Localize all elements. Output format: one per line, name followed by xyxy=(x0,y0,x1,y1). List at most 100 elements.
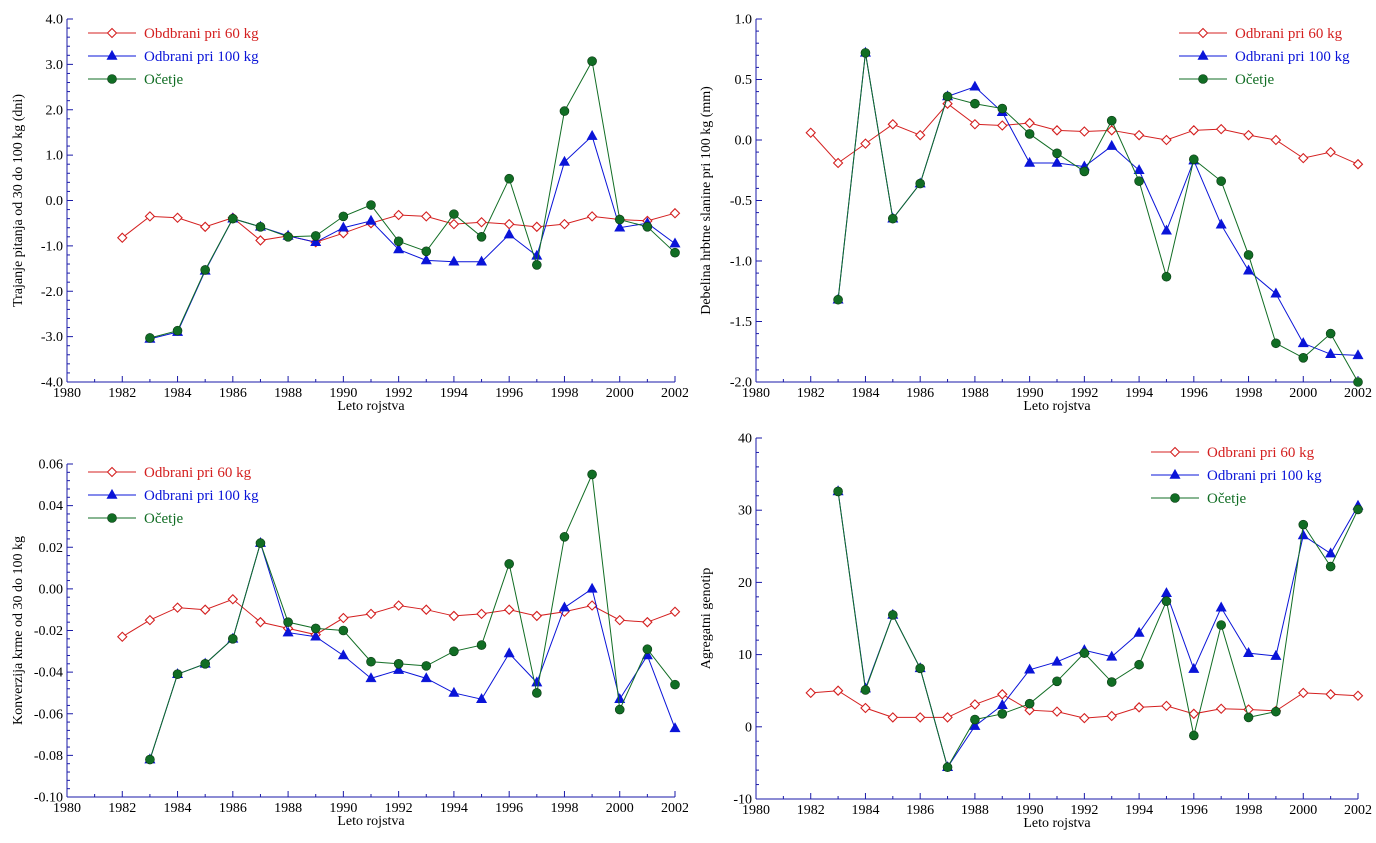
data-point xyxy=(1106,115,1117,126)
data-point xyxy=(420,672,432,683)
data-point xyxy=(642,222,653,232)
legend-label: Odbrani pri 100 kg xyxy=(1235,49,1350,65)
x-tick-label: 1992 xyxy=(1070,803,1098,818)
x-tick-label: 1980 xyxy=(742,803,770,818)
data-point xyxy=(832,157,844,169)
legend-marker xyxy=(107,513,117,523)
series-group xyxy=(145,469,680,765)
x-axis-label: Leto rojstva xyxy=(337,399,405,414)
y-tick-label: -2.0 xyxy=(730,376,752,391)
y-tick-label: -0.06 xyxy=(34,707,63,722)
data-point xyxy=(1270,134,1282,146)
data-point xyxy=(888,610,898,620)
data-point xyxy=(1161,700,1172,712)
legend-marker xyxy=(106,488,118,499)
data-point xyxy=(1353,377,1363,387)
y-tick-label: -0.5 xyxy=(730,194,752,209)
series-group xyxy=(144,129,681,343)
data-point xyxy=(476,693,488,703)
y-tick-label: -2.0 xyxy=(41,285,63,300)
data-point xyxy=(1188,662,1200,673)
series-group xyxy=(116,594,681,643)
data-point xyxy=(1243,250,1254,260)
series-line xyxy=(149,135,676,340)
data-point xyxy=(255,538,266,548)
x-axis-label: Leto rojstva xyxy=(1023,399,1091,414)
data-point xyxy=(860,48,871,58)
data-point xyxy=(970,98,980,109)
data-point xyxy=(200,659,210,669)
data-point xyxy=(310,231,321,241)
legend-marker xyxy=(106,27,118,39)
chart-svg: 1980 1982 1984 1986 1988 1990 1992 1994 1996 1998… xyxy=(11,458,689,830)
legend-label: Odbrani pri 60 kg xyxy=(1235,26,1343,42)
data-point xyxy=(997,709,1008,719)
legend-marker xyxy=(1169,446,1181,458)
data-point xyxy=(283,617,293,627)
data-point xyxy=(1079,126,1090,137)
data-point xyxy=(860,702,871,714)
data-point xyxy=(1024,129,1035,139)
data-point xyxy=(942,98,953,109)
x-tick-label: 1988 xyxy=(274,801,302,816)
data-point xyxy=(1133,164,1145,175)
x-tick-label: 1994 xyxy=(1125,386,1153,401)
y-tick-label: 3.0 xyxy=(46,58,64,73)
data-point xyxy=(1079,166,1090,177)
data-point xyxy=(1024,704,1035,716)
y-tick-label: 0.00 xyxy=(39,582,64,597)
data-point xyxy=(366,656,376,667)
x-tick-label: 1994 xyxy=(440,386,468,401)
legend-marker xyxy=(106,466,118,478)
series-group xyxy=(832,485,1364,772)
data-point xyxy=(670,247,680,258)
x-tick-label: 1990 xyxy=(1016,803,1044,818)
data-point xyxy=(199,604,211,615)
data-point xyxy=(1298,352,1309,363)
data-point xyxy=(915,663,925,674)
y-axis-label: Trajanje pitanja od 30 do 100 kg (dni) xyxy=(11,94,26,307)
x-tick-label: 1984 xyxy=(851,386,879,401)
data-point xyxy=(942,762,953,773)
data-point xyxy=(531,221,543,233)
legend-label: Odbrani pri 60 kg xyxy=(1207,445,1315,461)
series-group xyxy=(832,46,1364,360)
legend-marker xyxy=(1170,493,1180,503)
data-point xyxy=(282,626,294,637)
data-point xyxy=(393,236,404,247)
legend-label: Očetje xyxy=(1235,72,1274,88)
data-point xyxy=(887,118,899,130)
data-point xyxy=(669,207,681,219)
x-tick-label: 1982 xyxy=(797,803,825,818)
data-point xyxy=(503,228,515,239)
data-point xyxy=(421,661,432,671)
x-tick-label: 1996 xyxy=(1180,386,1208,401)
legend-label: Odbrani pri 100 kg xyxy=(144,488,259,504)
x-tick-label: 1990 xyxy=(1016,386,1044,401)
data-point xyxy=(476,608,487,620)
data-point xyxy=(1325,328,1336,339)
x-tick-label: 1980 xyxy=(742,386,770,401)
data-point xyxy=(942,712,953,723)
x-tick-label: 1994 xyxy=(440,801,468,816)
data-point xyxy=(969,699,981,710)
data-point xyxy=(559,532,570,542)
data-point xyxy=(996,689,1008,700)
data-point xyxy=(969,118,981,130)
data-point xyxy=(614,704,625,715)
data-point xyxy=(614,221,626,232)
chart-svg: 1980 1982 1984 1986 1988 1990 1992 1994 1996 1998… xyxy=(699,13,1372,415)
data-point xyxy=(1325,348,1337,358)
y-axis-label: Debelina hrbtne slanine pri 100 kg (mm) xyxy=(699,86,714,315)
series-line xyxy=(837,52,1359,383)
legend-label: Očetje xyxy=(144,511,183,527)
x-tick-label: 1994 xyxy=(1125,803,1153,818)
data-point xyxy=(969,80,981,91)
data-point xyxy=(393,209,404,221)
data-point xyxy=(476,255,488,266)
data-point xyxy=(1352,349,1364,360)
data-point xyxy=(1051,706,1063,717)
data-point xyxy=(1133,702,1145,713)
x-tick-label: 1986 xyxy=(906,803,934,818)
data-point xyxy=(1161,596,1172,606)
